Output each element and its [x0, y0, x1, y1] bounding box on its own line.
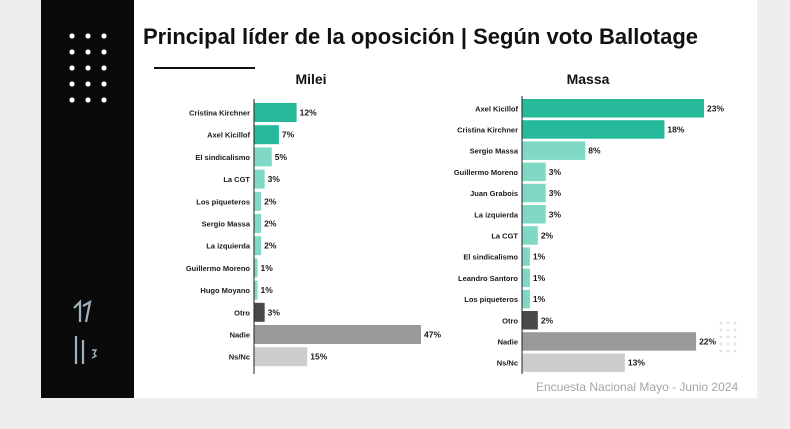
value-label: 8% [588, 146, 601, 156]
category-label: Sergio Massa [470, 147, 519, 156]
bar [522, 205, 546, 224]
category-label: Axel Kicillof [207, 131, 250, 140]
category-label: El sindicalismo [463, 253, 518, 262]
category-label: El sindicalismo [195, 153, 250, 162]
category-label: Ns/Nc [229, 353, 250, 362]
category-label: Sergio Massa [202, 220, 251, 229]
category-label: La izquierda [474, 210, 519, 219]
category-label: Nadie [230, 331, 250, 340]
category-label: Leandro Santoro [458, 274, 518, 283]
chart-title: Milei [295, 71, 326, 87]
value-label: 2% [541, 315, 554, 325]
value-label: 18% [667, 124, 684, 134]
bar [522, 99, 704, 118]
bar [254, 147, 272, 167]
category-label: Hugo Moyano [200, 286, 250, 295]
category-label: Los piqueteros [196, 197, 250, 206]
category-label: Otro [234, 308, 250, 317]
value-label: 1% [533, 252, 546, 262]
bar [254, 236, 262, 256]
bar [522, 268, 530, 288]
category-label: Nadie [498, 337, 518, 346]
value-label: 13% [628, 358, 645, 368]
value-label: 3% [268, 174, 281, 184]
value-label: 12% [300, 108, 317, 118]
category-label: Axel Kicillof [475, 104, 518, 113]
value-label: 47% [424, 330, 441, 340]
value-label: 3% [268, 307, 281, 317]
bar [522, 332, 697, 351]
bar [522, 247, 530, 266]
value-label: 3% [549, 209, 562, 219]
bar [522, 311, 538, 330]
value-label: 1% [533, 273, 546, 283]
category-label: Guillermo Moreno [454, 168, 519, 177]
category-label: Otro [502, 316, 518, 325]
value-label: 1% [261, 263, 274, 273]
bar [254, 280, 258, 300]
brand-logo [73, 299, 98, 364]
bar [254, 169, 265, 189]
bar [522, 353, 625, 372]
value-label: 22% [699, 336, 716, 346]
footer-source: Encuesta Nacional Mayo - Junio 2024 [536, 380, 739, 394]
page-title: Principal líder de la oposición | Según … [143, 24, 699, 49]
bar [254, 258, 258, 278]
category-label: La CGT [491, 231, 518, 240]
bar [254, 347, 308, 367]
category-label: Ns/Nc [497, 359, 518, 368]
value-label: 3% [549, 167, 562, 177]
category-label: Cristina Kirchner [189, 109, 250, 118]
dot-grid-decoration [69, 33, 107, 103]
category-label: La CGT [223, 175, 250, 184]
bar [522, 289, 530, 309]
bar [522, 120, 665, 139]
value-label: 1% [261, 285, 274, 295]
category-label: Los piqueteros [464, 295, 518, 304]
bar [522, 141, 586, 160]
category-label: Juan Grabois [470, 189, 518, 198]
category-label: Guillermo Moreno [186, 264, 251, 273]
value-label: 2% [264, 196, 277, 206]
value-label: 2% [264, 219, 277, 229]
value-label: 7% [282, 130, 295, 140]
bar [522, 162, 546, 182]
value-label: 23% [707, 103, 724, 113]
title-underline [154, 67, 255, 69]
value-label: 15% [310, 352, 327, 362]
category-label: Cristina Kirchner [457, 125, 518, 134]
bar [254, 214, 262, 233]
bar [254, 191, 262, 211]
bar [254, 302, 265, 322]
value-label: 1% [533, 294, 546, 304]
value-label: 3% [549, 188, 562, 198]
value-label: 2% [264, 241, 277, 251]
bar [522, 226, 538, 245]
bar [254, 103, 297, 122]
value-label: 5% [275, 152, 288, 162]
category-label: La izquierda [206, 242, 251, 251]
bar [522, 183, 546, 203]
corner-dot-decoration [719, 321, 737, 353]
chart-title: Massa [567, 71, 610, 87]
bar [254, 125, 279, 145]
bar [254, 325, 421, 344]
value-label: 2% [541, 230, 554, 240]
